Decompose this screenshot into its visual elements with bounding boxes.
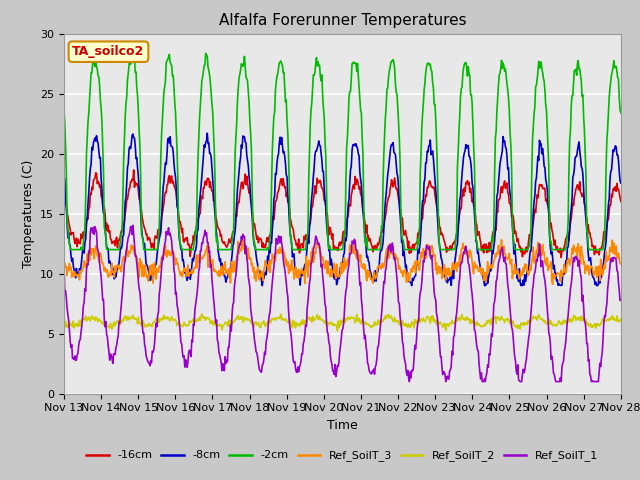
Title: Alfalfa Forerunner Temperatures: Alfalfa Forerunner Temperatures xyxy=(219,13,466,28)
Ref_SoilT_1 xyxy=(428,252,436,258)
Ref_SoilT_1 xyxy=(214,339,222,345)
Line: Ref_SoilT_2: Ref_SoilT_2 xyxy=(64,314,621,331)
Line: Ref_SoilT_1: Ref_SoilT_1 xyxy=(64,225,621,382)
-8cm xyxy=(412,273,419,278)
-16cm xyxy=(428,183,435,189)
-16cm xyxy=(60,188,68,193)
Ref_SoilT_3 xyxy=(498,237,506,243)
Ref_SoilT_1 xyxy=(70,357,78,362)
Legend: -16cm, -8cm, -2cm, Ref_SoilT_3, Ref_SoilT_2, Ref_SoilT_1: -16cm, -8cm, -2cm, Ref_SoilT_3, Ref_Soil… xyxy=(82,446,603,466)
Ref_SoilT_2 xyxy=(617,316,625,322)
Ref_SoilT_1 xyxy=(129,222,137,228)
-2cm xyxy=(67,247,75,252)
Ref_SoilT_2 xyxy=(127,316,135,322)
Ref_SoilT_1 xyxy=(617,298,625,303)
Ref_SoilT_2 xyxy=(184,323,192,328)
Line: -16cm: -16cm xyxy=(64,170,621,257)
Ref_SoilT_3 xyxy=(70,271,78,276)
X-axis label: Time: Time xyxy=(327,419,358,432)
-8cm xyxy=(70,267,78,273)
-8cm xyxy=(127,140,135,145)
Ref_SoilT_3 xyxy=(127,242,135,248)
-16cm xyxy=(185,241,193,247)
-8cm xyxy=(428,150,436,156)
-2cm xyxy=(617,110,625,116)
Ref_SoilT_1 xyxy=(406,379,413,384)
Ref_SoilT_2 xyxy=(412,320,419,326)
-2cm xyxy=(412,247,419,252)
-16cm xyxy=(557,254,565,260)
Ref_SoilT_1 xyxy=(127,224,135,229)
Text: TA_soilco2: TA_soilco2 xyxy=(72,45,145,58)
-8cm xyxy=(259,283,266,288)
Ref_SoilT_2 xyxy=(333,328,341,334)
-16cm xyxy=(127,179,135,185)
Ref_SoilT_1 xyxy=(60,260,68,266)
Ref_SoilT_3 xyxy=(214,270,221,276)
-8cm xyxy=(204,130,211,136)
-8cm xyxy=(214,248,222,253)
-16cm xyxy=(617,199,625,204)
-16cm xyxy=(130,167,138,173)
Ref_SoilT_1 xyxy=(412,346,419,352)
Ref_SoilT_3 xyxy=(549,281,557,287)
-2cm xyxy=(128,56,136,62)
Ref_SoilT_3 xyxy=(617,261,625,267)
-2cm xyxy=(215,247,223,252)
Ref_SoilT_2 xyxy=(198,311,205,317)
Line: Ref_SoilT_3: Ref_SoilT_3 xyxy=(64,240,621,284)
Ref_SoilT_1 xyxy=(185,350,193,356)
-16cm xyxy=(411,242,419,248)
Line: -8cm: -8cm xyxy=(64,133,621,286)
Ref_SoilT_2 xyxy=(214,323,222,328)
-16cm xyxy=(70,236,78,241)
Ref_SoilT_2 xyxy=(428,317,436,323)
Ref_SoilT_3 xyxy=(410,265,418,271)
-8cm xyxy=(184,274,192,279)
-16cm xyxy=(214,225,222,230)
-8cm xyxy=(617,180,625,186)
Ref_SoilT_2 xyxy=(70,325,78,331)
-2cm xyxy=(202,50,209,56)
Ref_SoilT_3 xyxy=(426,252,434,258)
-2cm xyxy=(185,247,193,252)
-2cm xyxy=(428,69,436,74)
Y-axis label: Temperatures (C): Temperatures (C) xyxy=(22,159,35,268)
-8cm xyxy=(60,175,68,181)
-2cm xyxy=(60,107,68,113)
Ref_SoilT_3 xyxy=(184,262,192,268)
Ref_SoilT_2 xyxy=(60,322,68,327)
Ref_SoilT_3 xyxy=(60,258,68,264)
-2cm xyxy=(71,247,79,252)
Line: -2cm: -2cm xyxy=(64,53,621,250)
